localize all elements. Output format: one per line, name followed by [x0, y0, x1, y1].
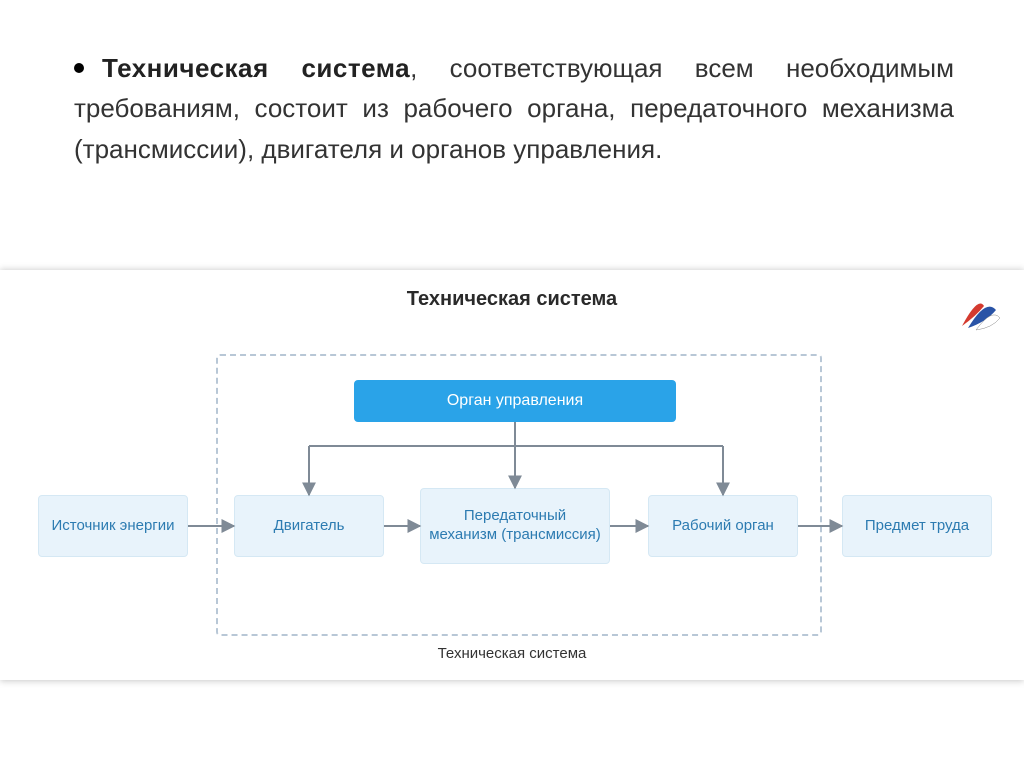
node-control-label: Орган управления — [447, 391, 583, 411]
node-engine: Двигатель — [234, 495, 384, 557]
node-subject: Предмет труда — [842, 495, 992, 557]
diagram-area: Техническая система Орган управления Ист… — [0, 270, 1024, 680]
node-source-label: Источник энергии — [51, 517, 174, 536]
node-engine-label: Двигатель — [274, 517, 345, 536]
bullet-icon — [74, 63, 84, 73]
node-source: Источник энергии — [38, 495, 188, 557]
node-control: Орган управления — [354, 380, 676, 422]
intro-bold: Техническая система — [102, 53, 410, 83]
node-subject-label: Предмет труда — [865, 517, 969, 536]
node-trans-label: Передаточный механизм (трансмиссия) — [429, 507, 601, 545]
node-work: Рабочий орган — [648, 495, 798, 557]
intro-paragraph: Техническая система, соответствующая все… — [74, 48, 954, 169]
diagram-caption: Техническая система — [0, 645, 1024, 662]
diagram-title: Техническая система — [0, 288, 1024, 311]
node-trans: Передаточный механизм (трансмиссия) — [420, 488, 610, 564]
logo-icon — [956, 288, 1004, 336]
node-work-label: Рабочий орган — [672, 517, 774, 536]
